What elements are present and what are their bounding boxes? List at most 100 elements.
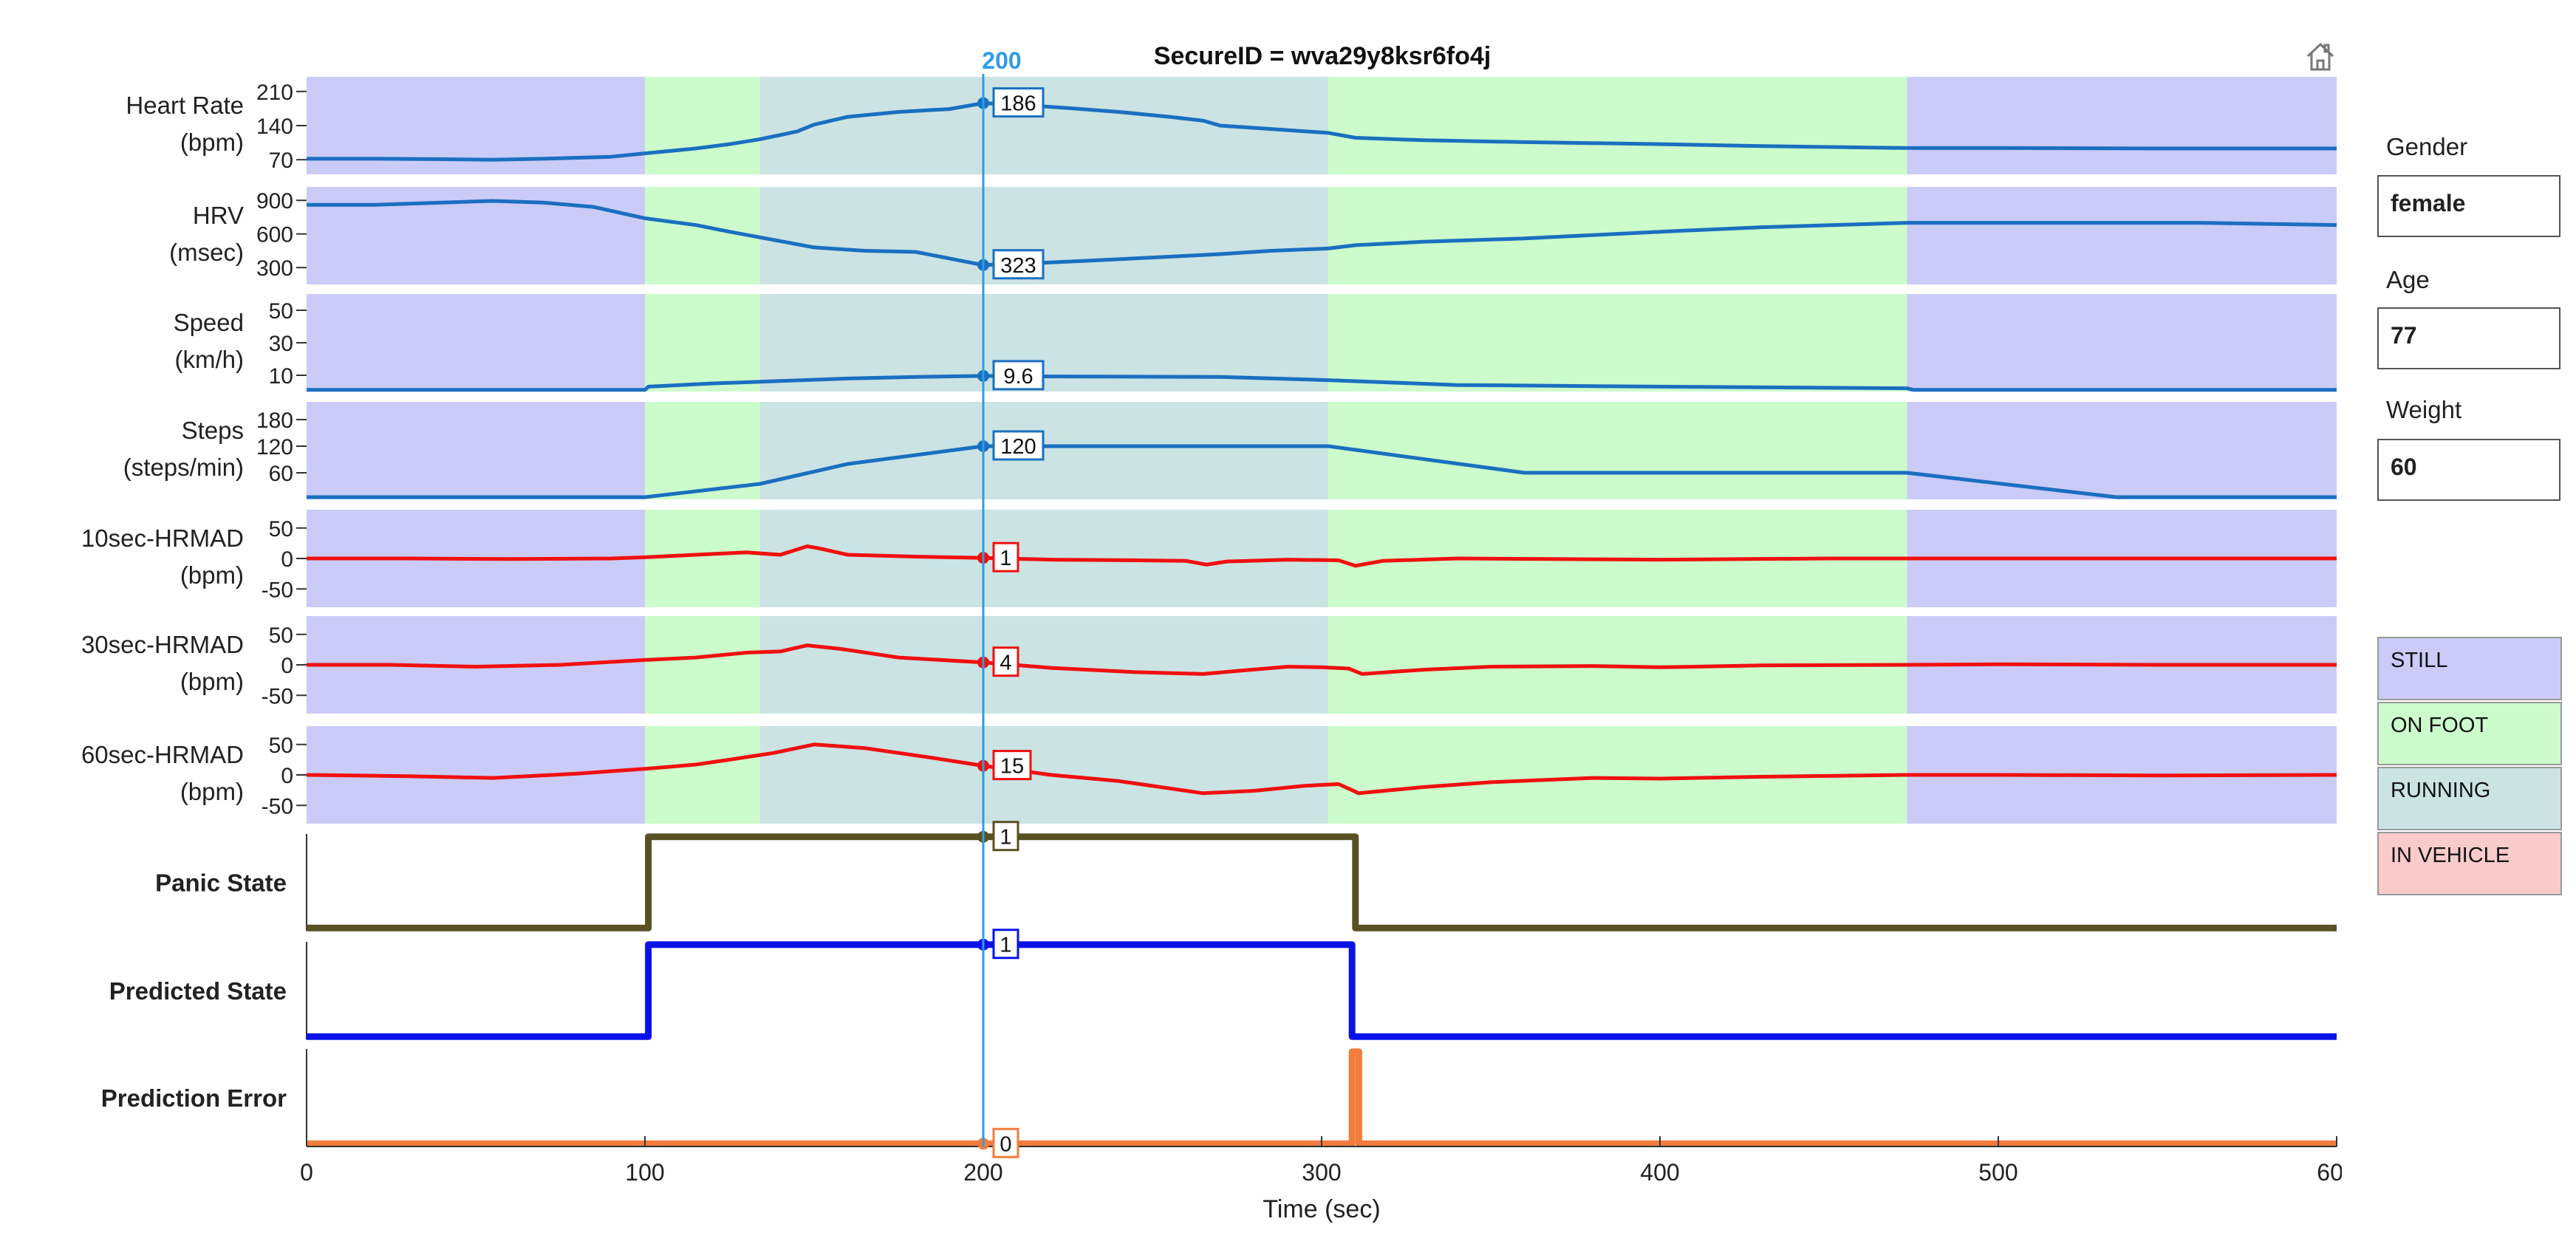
- y-tick-label-speed-0: 10: [269, 364, 293, 389]
- y-label-speed-1: (km/h): [175, 346, 245, 373]
- y-label-hrmad10-0: 10sec-HRMAD: [81, 524, 244, 552]
- x-tick-label-0: 0: [300, 1159, 313, 1186]
- weight-value-box[interactable]: 60: [2377, 439, 2560, 501]
- y-tick-label-hrmad10-0: -50: [262, 578, 293, 602]
- series-line-steps: [307, 444, 2337, 499]
- activity-band-hrmad30-1: [645, 616, 760, 714]
- y-label-predicted-0: Predicted State: [109, 977, 287, 1005]
- legend-in-vehicle: IN VEHICLE: [2377, 832, 2562, 895]
- panel-speed: 10 30 50 Speed (km/h): [174, 294, 2337, 392]
- y-tick-label-hrmad60-2: 50: [269, 734, 293, 758]
- y-label-error-0: Prediction Error: [101, 1084, 287, 1112]
- activity-band-speed-4: [1907, 294, 2337, 392]
- activity-band-speed-3: [1328, 294, 1907, 392]
- y-label-steps-1: (steps/min): [123, 454, 244, 481]
- cursor-readout-box-steps: [992, 430, 1045, 461]
- legend-still: STILL: [2377, 637, 2562, 700]
- y-tick-label-steps-2: 180: [256, 409, 293, 433]
- cursor-readout-hrv: 323: [1000, 254, 1036, 278]
- y-label-hr-0: Heart Rate: [126, 92, 244, 119]
- series-line-predicted: [307, 941, 2337, 1040]
- x-axis-label: Time (sec): [1263, 1195, 1380, 1223]
- activity-band-hrmad60-1: [645, 726, 760, 824]
- series-line-hrmad10: [307, 544, 2337, 568]
- cursor-readout-error: 0: [1000, 1132, 1011, 1156]
- cursor-readout-box-hrv: [992, 249, 1045, 280]
- y-label-hr-1: (bpm): [180, 129, 244, 156]
- cursor-readout-panic: 1: [1000, 826, 1011, 850]
- activity-band-steps-0: [307, 402, 645, 499]
- activity-band-hrv-4: [1907, 187, 2337, 284]
- y-label-hrmad60-0: 60sec-HRMAD: [81, 741, 244, 768]
- cursor-readout-box-hrmad60: [992, 750, 1032, 781]
- data-cursor[interactable]: 186 323 9.6 120 1 4 15 1 1 0 200: [977, 47, 1045, 1158]
- y-tick-label-hrmad30-1: 0: [281, 654, 293, 678]
- y-tick-label-hr-0: 70: [269, 148, 293, 173]
- y-tick-label-hrmad60-0: -50: [262, 794, 293, 818]
- cursor-readout-hr: 186: [1000, 92, 1036, 116]
- activity-band-steps-3: [1328, 402, 1907, 499]
- y-tick-label-hrmad60-1: 0: [281, 764, 293, 788]
- cursor-readout-box-speed: [992, 360, 1045, 391]
- cursor-readout-box-error: [992, 1127, 1019, 1158]
- panel-hrv: 300 600 900 HRV (msec): [169, 187, 2337, 284]
- activity-band-hrmad30-2: [759, 616, 1329, 714]
- chart-title: SecureID = wva29y8ksr6fo4j: [1154, 42, 1491, 70]
- y-tick-label-hr-1: 140: [256, 115, 293, 139]
- panel-hrmad10: -50 0 50 10sec-HRMAD (bpm): [81, 510, 2337, 607]
- panel-hr: 70 140 210 Heart Rate (bpm): [126, 77, 2337, 174]
- activity-band-speed-0: [307, 294, 645, 392]
- cursor-readout-predicted: 1: [1000, 934, 1011, 957]
- series-line-hrmad30: [307, 643, 2337, 676]
- home-icon: [2306, 42, 2334, 71]
- activity-band-hrmad10-1: [645, 510, 760, 607]
- y-label-hrmad10-1: (bpm): [180, 561, 244, 589]
- series-line-panic: [307, 833, 2337, 932]
- legend-running: RUNNING: [2377, 767, 2562, 830]
- activity-band-steps-4: [1907, 402, 2337, 499]
- y-tick-label-hrv-2: 900: [256, 189, 293, 213]
- weight-label: Weight: [2386, 396, 2462, 423]
- cursor-label: 200: [982, 47, 1021, 74]
- legend-on-foot: ON FOOT: [2377, 702, 2562, 765]
- x-tick-label-1: 100: [625, 1159, 664, 1186]
- y-label-hrv-1: (msec): [169, 239, 244, 266]
- y-tick-label-steps-0: 60: [269, 462, 293, 486]
- cursor-readout-hrmad60: 15: [1000, 755, 1024, 779]
- cursor-readout-box-hrmad10: [992, 541, 1019, 573]
- y-label-panic-0: Panic State: [155, 869, 287, 897]
- gender-value-box[interactable]: female: [2377, 175, 2560, 237]
- panel-error: Prediction Error: [101, 1048, 2337, 1147]
- cursor-readout-box-predicted: [992, 929, 1019, 960]
- y-tick-label-hrv-0: 300: [256, 256, 293, 281]
- y-tick-label-hrmad10-1: 0: [281, 547, 293, 572]
- panel-predicted: Predicted State: [109, 941, 2337, 1040]
- gender-label: Gender: [2386, 133, 2468, 160]
- activity-band-hr-1: [645, 77, 760, 174]
- y-tick-label-speed-1: 30: [269, 332, 293, 356]
- x-tick-label-6: 600: [2317, 1159, 2342, 1186]
- cursor-readout-steps: 120: [1000, 435, 1036, 459]
- activity-band-steps-1: [645, 402, 760, 499]
- y-tick-label-hrv-1: 600: [256, 223, 293, 247]
- activity-band-hr-4: [1907, 77, 2337, 174]
- y-tick-label-hrmad30-2: 50: [269, 623, 293, 648]
- cursor-readout-box-hrmad30: [992, 646, 1019, 677]
- activity-band-speed-1: [645, 294, 760, 392]
- y-label-hrv-0: HRV: [193, 202, 244, 229]
- y-label-hrmad30-0: 30sec-HRMAD: [81, 631, 244, 658]
- y-label-hrmad30-1: (bpm): [180, 668, 244, 695]
- y-tick-label-hrmad10-2: 50: [269, 517, 293, 541]
- home-button[interactable]: [2302, 38, 2339, 75]
- y-label-speed-0: Speed: [174, 309, 244, 336]
- cursor-readout-box-hr: [992, 87, 1045, 118]
- age-value-box[interactable]: 77: [2377, 307, 2560, 369]
- x-tick-label-4: 400: [1640, 1159, 1679, 1186]
- y-tick-label-hr-2: 210: [256, 81, 293, 105]
- y-label-hrmad60-1: (bpm): [180, 778, 244, 805]
- series-line-hrmad60: [306, 742, 2337, 796]
- y-tick-label-hrmad30-0: -50: [262, 684, 293, 708]
- x-tick-label-3: 300: [1302, 1159, 1341, 1186]
